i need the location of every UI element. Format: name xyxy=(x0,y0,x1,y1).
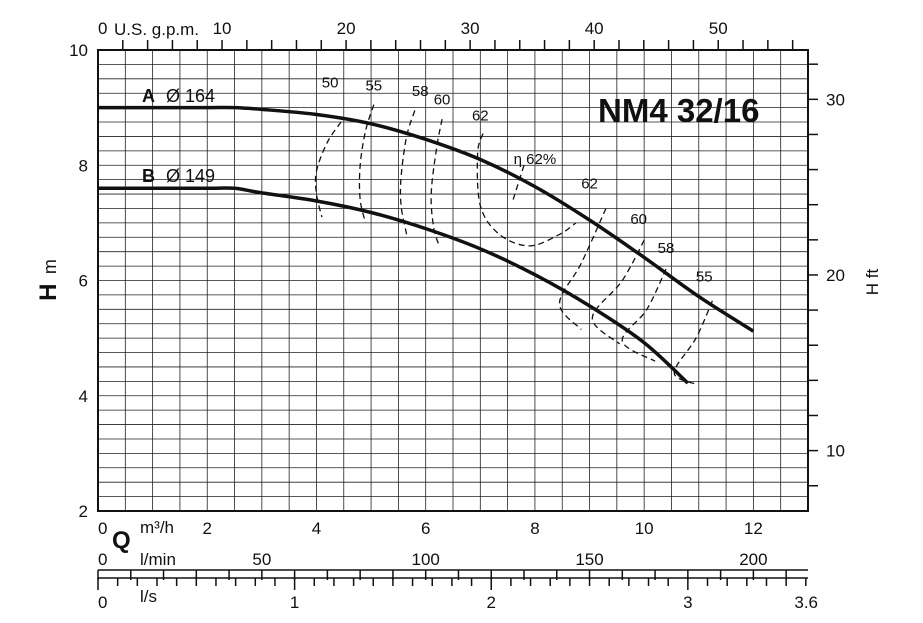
efficiency-curves: 50 55 58 60 62 η 62% 62 60 58 55 xyxy=(314,74,713,385)
tick-label-h-m: 10 xyxy=(69,41,88,60)
axis-label-ls: l/s xyxy=(140,587,157,606)
series-line-a xyxy=(98,105,755,333)
series-b-diameter: Ø 149 xyxy=(166,166,215,186)
tick-label-ls: 1 xyxy=(290,593,299,612)
tick-label-ls: 3.6 xyxy=(794,593,818,612)
efficiency-label-7: 60 xyxy=(630,211,647,228)
tick-label-h-m: 4 xyxy=(79,387,88,406)
tick-label-lmin: 0 xyxy=(98,550,107,569)
tick-label-ls: 3 xyxy=(683,593,692,612)
series-line-b xyxy=(98,186,690,385)
head-curves xyxy=(98,105,755,385)
grid xyxy=(98,50,808,511)
tick-label-m3h: 12 xyxy=(744,519,763,538)
efficiency-label-4: 62 xyxy=(472,107,489,124)
tick-label-m3h: 10 xyxy=(635,519,654,538)
tick-label-m3h: 2 xyxy=(202,519,211,538)
efficiency-curve-6 xyxy=(558,208,607,330)
efficiency-curve-1 xyxy=(358,104,375,224)
tick-label-gpm: 40 xyxy=(585,19,604,38)
tick-label-lmin: 150 xyxy=(575,550,603,569)
plot-frame xyxy=(97,49,809,512)
tick-label-gpm: 10 xyxy=(213,19,232,38)
efficiency-label-6: 62 xyxy=(581,175,598,192)
efficiency-label-1: 55 xyxy=(365,77,382,94)
series-a-label: A Ø 164 xyxy=(142,86,215,106)
series-a-diameter: Ø 164 xyxy=(166,86,215,106)
tick-label-h-m: 8 xyxy=(79,156,88,175)
series-a-letter: A xyxy=(142,86,155,106)
tick-label-gpm: 50 xyxy=(709,19,728,38)
efficiency-curve-4 xyxy=(476,133,577,247)
axis-label-lmin: l/min xyxy=(140,550,176,569)
tick-label-lmin: 100 xyxy=(412,550,440,569)
tick-label-h-ft: 20 xyxy=(826,266,845,285)
efficiency-label-8: 58 xyxy=(658,240,675,257)
series-b-letter: B xyxy=(142,166,155,186)
efficiency-curve-8 xyxy=(621,268,667,362)
tick-label-m3h: 0 xyxy=(98,519,107,538)
efficiency-label-0: 50 xyxy=(322,74,339,91)
efficiency-label-2: 58 xyxy=(412,83,429,100)
tick-label-gpm: 30 xyxy=(461,19,480,38)
axis-ticks xyxy=(97,40,818,590)
tick-label-ls: 2 xyxy=(486,593,495,612)
efficiency-curve-5 xyxy=(512,165,525,201)
chart-title: NM4 32/16 xyxy=(598,92,759,129)
axis-label-h-unit: m xyxy=(40,259,60,274)
tick-label-m3h: 8 xyxy=(530,519,539,538)
axis-label-h-m: H m xyxy=(35,259,62,301)
tick-label-lmin: 50 xyxy=(252,550,271,569)
efficiency-label-5: η 62% xyxy=(514,151,557,168)
efficiency-curve-3 xyxy=(430,118,443,247)
efficiency-label-9: 55 xyxy=(696,269,713,286)
tick-label-ls: 0 xyxy=(98,593,107,612)
tick-label-m3h: 6 xyxy=(421,519,430,538)
series-b-label: B Ø 149 xyxy=(142,166,215,186)
tick-label-m3h: 4 xyxy=(312,519,321,538)
axis-label-h-ft: H ft xyxy=(863,269,882,296)
axis-label-gpm: U.S. g.p.m. xyxy=(114,20,199,39)
efficiency-curve-2 xyxy=(399,110,416,235)
tick-label-h-m: 2 xyxy=(79,502,88,521)
tick-label-h-ft: 30 xyxy=(826,90,845,109)
axis-label-q-prefix: Q xyxy=(112,527,131,554)
efficiency-curve-7 xyxy=(591,239,645,345)
axis-label-h-letter: H xyxy=(35,284,62,301)
axis-label-m3h: m³/h xyxy=(140,518,174,537)
tick-label-h-ft: 10 xyxy=(826,442,845,461)
efficiency-label-3: 60 xyxy=(434,92,451,109)
tick-label-lmin: 200 xyxy=(739,550,767,569)
tick-label-gpm: 20 xyxy=(337,19,356,38)
tick-label-gpm: 0 xyxy=(98,19,107,38)
tick-label-h-m: 6 xyxy=(79,272,88,291)
efficiency-curve-9 xyxy=(673,300,713,385)
